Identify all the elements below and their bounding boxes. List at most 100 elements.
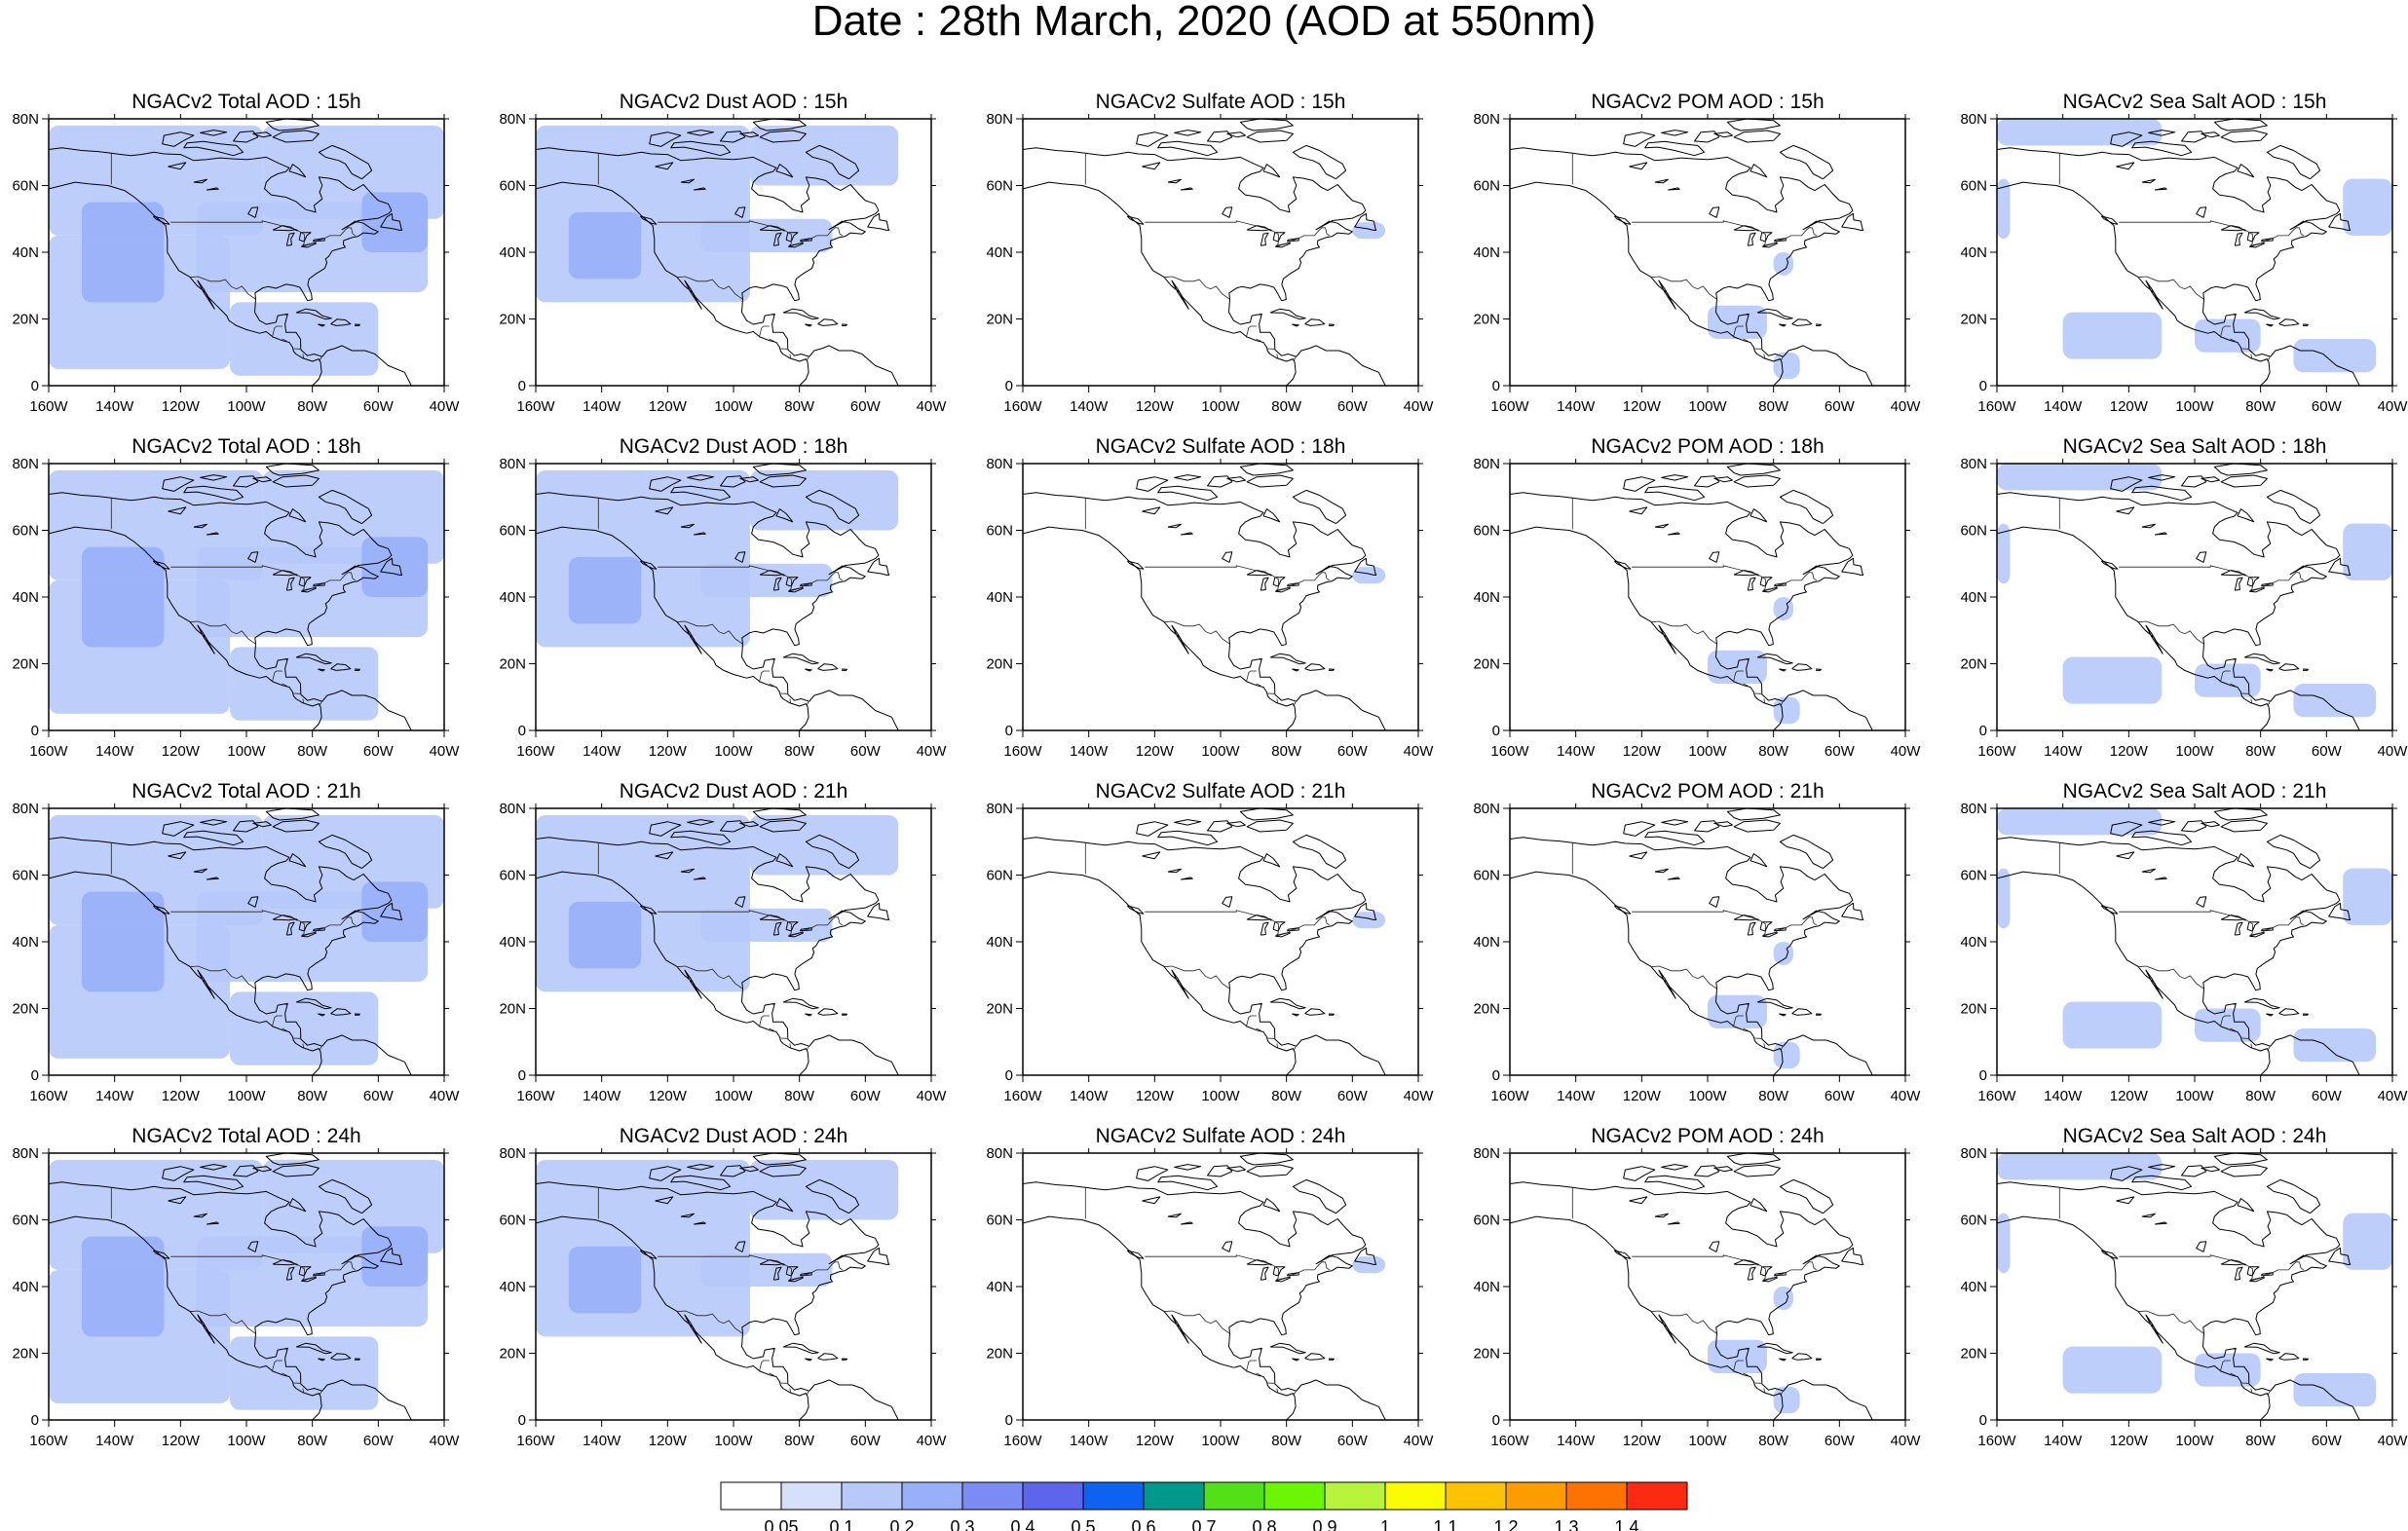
x-tick-label: 60W — [1337, 398, 1369, 415]
country-border — [2250, 1043, 2252, 1048]
island-outline — [805, 323, 812, 327]
island-outline — [2237, 508, 2255, 523]
y-tick-label: 60N — [986, 1213, 1013, 1229]
country-border — [759, 1360, 770, 1372]
island-outline — [2278, 318, 2300, 326]
x-tick-label: 160W — [1003, 743, 1042, 760]
y-tick-label: 60N — [1473, 178, 1500, 195]
island-outline — [1136, 476, 1169, 492]
coastline-east — [1023, 837, 1386, 1075]
lake-outline — [2141, 1213, 2156, 1218]
lake-outline — [1142, 162, 1161, 170]
island-outline — [1756, 1342, 1793, 1355]
lake-outline — [734, 551, 746, 563]
island-outline — [1644, 1175, 1706, 1191]
aod-shaded-region — [2293, 684, 2377, 718]
panel-title: NGACv2 POM AOD : 18h — [1591, 435, 1824, 458]
coastline-east — [1997, 1181, 2360, 1420]
x-tick-label: 40W — [430, 398, 461, 415]
island-outline — [1292, 834, 1347, 870]
island-outline — [1262, 1198, 1281, 1213]
panel-title: NGACv2 Dust AOD : 24h — [620, 1125, 848, 1147]
island-outline — [775, 1198, 794, 1213]
x-tick-label: 100W — [1688, 398, 1727, 415]
x-tick-label: 140W — [583, 1088, 621, 1104]
y-tick-label: 80N — [12, 801, 39, 817]
coastline-east — [536, 147, 899, 386]
island-outline — [752, 1153, 807, 1166]
x-tick-label: 140W — [95, 398, 134, 415]
panel-pom-1: NGACv2 POM AOD : 18h 160W 140W 120W 100W 80W 6… — [1473, 435, 1921, 760]
x-tick-label: 120W — [649, 398, 688, 415]
country-border — [1276, 1043, 1278, 1048]
x-tick-label: 40W — [430, 1433, 461, 1449]
aod-shaded-region — [361, 537, 429, 597]
x-tick-label: 160W — [1490, 1088, 1529, 1104]
island-outline — [1226, 476, 1246, 483]
lake-outline — [1142, 506, 1161, 515]
island-outline — [1304, 1008, 1326, 1016]
island-outline — [330, 1353, 352, 1361]
island-outline — [1613, 215, 1632, 225]
y-tick-label: 80N — [1960, 1145, 1987, 1162]
island-outline — [1791, 318, 1813, 326]
island-outline — [1841, 557, 1864, 576]
x-tick-label: 100W — [2175, 1088, 2214, 1104]
lake-outline — [2196, 551, 2207, 563]
aod-shaded-region — [81, 546, 165, 648]
island-outline — [2148, 130, 2176, 136]
island-outline — [288, 508, 307, 523]
island-outline — [817, 318, 839, 326]
lake-outline — [2154, 1221, 2167, 1225]
panel-seasalt-0: NGACv2 Sea Salt AOD : 15h 160W 140W 120W 100… — [1960, 91, 2408, 415]
country-border — [282, 1372, 287, 1376]
lake-outline — [1142, 851, 1161, 860]
island-outline — [1644, 830, 1706, 846]
y-tick-label: 80N — [499, 111, 526, 128]
y-tick-label: 60N — [499, 868, 526, 884]
country-border — [2119, 565, 2304, 591]
island-outline — [2266, 144, 2321, 180]
lake-outline — [1667, 532, 1680, 536]
lake-outline — [680, 1213, 695, 1218]
island-outline — [252, 821, 272, 828]
island-outline — [1126, 905, 1145, 915]
island-outline — [639, 560, 658, 570]
island-outline — [1157, 830, 1219, 846]
island-outline — [2131, 830, 2193, 846]
country-border — [1651, 276, 1717, 300]
y-tick-label: 20N — [1473, 1001, 1500, 1018]
y-tick-label: 20N — [12, 1346, 39, 1363]
colorbar-label: 1.1 — [1433, 1517, 1457, 1531]
country-border — [2267, 1046, 2271, 1051]
aod-shaded-region — [2293, 1373, 2377, 1407]
island-outline — [1661, 1164, 1689, 1171]
island-outline — [295, 308, 332, 320]
colorbar-label: 1.3 — [1554, 1517, 1578, 1531]
lake-outline — [1272, 232, 1286, 243]
lake-outline — [1629, 851, 1648, 860]
y-tick-label: 40N — [1473, 589, 1500, 606]
country-border — [658, 565, 843, 591]
page-title: Date : 28th March, 2020 (AOD at 550nm) — [811, 0, 1597, 45]
y-tick-label: 40N — [12, 244, 39, 261]
y-tick-label: 80N — [12, 111, 39, 128]
x-tick-label: 60W — [363, 398, 395, 415]
colorbar-label: 0.6 — [1131, 1517, 1155, 1531]
island-outline — [1126, 215, 1145, 225]
lake-outline — [2234, 921, 2243, 936]
x-tick-label: 40W — [917, 398, 948, 415]
lake-outline — [693, 187, 706, 191]
y-tick-label: 20N — [499, 1001, 526, 1018]
x-tick-label: 100W — [1688, 1088, 1727, 1104]
aod-shaded-region — [2343, 178, 2392, 236]
x-tick-label: 140W — [2044, 1088, 2083, 1104]
island-outline — [1136, 821, 1169, 837]
x-tick-label: 60W — [850, 398, 882, 415]
country-border — [658, 910, 843, 936]
map-background — [1510, 464, 1905, 730]
lake-outline — [285, 577, 295, 591]
island-outline — [1207, 131, 1233, 143]
island-outline — [1841, 902, 1864, 920]
country-border — [1743, 338, 1749, 342]
